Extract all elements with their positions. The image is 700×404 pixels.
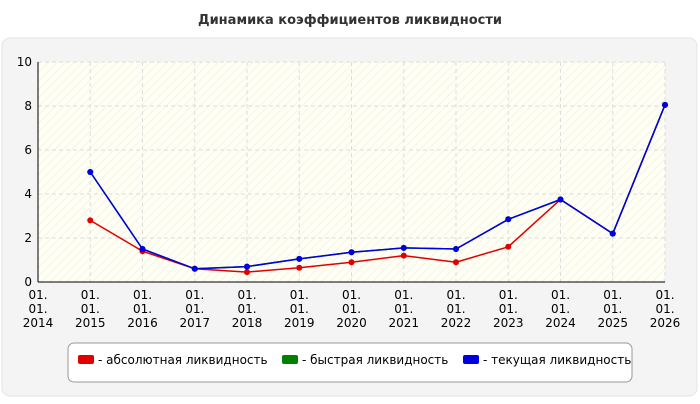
point <box>348 259 355 266</box>
point <box>139 246 146 252</box>
legend-swatch <box>463 355 479 364</box>
point <box>662 101 668 108</box>
x-tick-label: 01. 01. 2020 <box>336 288 367 330</box>
legend <box>67 342 633 383</box>
x-tick-label: 01. 01. 2016 <box>127 288 158 330</box>
y-tick-label: 4 <box>24 187 32 201</box>
y-tick-label: 6 <box>24 143 32 157</box>
x-tick-label: 01. 01. 2023 <box>493 288 524 330</box>
point <box>505 216 512 223</box>
x-tick-label: 01. 01. 2021 <box>388 288 419 330</box>
point <box>400 252 407 259</box>
chart-title: Динамика коэффициентов ликвидности <box>198 13 502 28</box>
point <box>244 269 250 276</box>
x-tick-label: 01. 01. 2014 <box>23 288 54 330</box>
series-line <box>89 104 666 270</box>
point <box>505 243 512 250</box>
legend-swatch <box>78 355 94 364</box>
legend-label: - быстрая ликвидность <box>302 353 448 367</box>
point <box>87 217 94 224</box>
point <box>453 259 459 266</box>
legend-swatch <box>282 355 298 364</box>
y-tick-label: 2 <box>24 231 32 245</box>
point <box>348 249 355 256</box>
x-tick-label: 01. 01. 2025 <box>597 288 628 330</box>
point <box>400 244 407 251</box>
x-tick-label: 01. 01. 2019 <box>284 288 315 330</box>
point <box>296 255 303 262</box>
x-tick-label: 01. 01. 2015 <box>75 288 106 330</box>
legend-label: - абсолютная ликвидность <box>98 353 268 367</box>
x-tick-label: 01. 01. 2026 <box>650 288 681 330</box>
point <box>296 264 303 271</box>
point <box>244 263 250 270</box>
point <box>557 196 564 203</box>
x-tick-label: 01. 01. 2017 <box>179 288 210 330</box>
y-tick-label: 8 <box>24 99 32 113</box>
point <box>191 265 198 272</box>
point <box>87 169 94 175</box>
x-tick-label: 01. 01. 2018 <box>232 288 263 330</box>
legend-label: - текущая ликвидность <box>483 353 631 367</box>
x-tick-label: 01. 01. 2022 <box>441 288 472 330</box>
plot-area <box>38 62 665 282</box>
y-tick-label: 0 <box>24 275 32 289</box>
y-tick-label: 10 <box>17 55 32 69</box>
x-tick-label: 01. 01. 2024 <box>545 288 576 330</box>
point <box>453 246 459 252</box>
point <box>609 230 616 237</box>
